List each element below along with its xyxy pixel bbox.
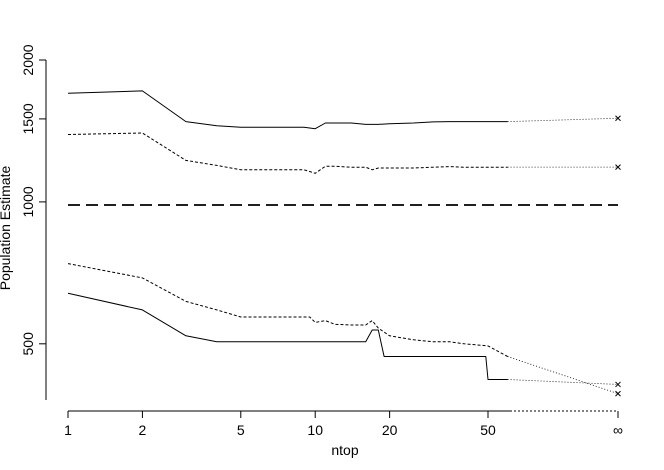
series-infinity-extension-1 [507,117,619,123]
y-tick-label: 1500 [20,103,36,134]
series-line-1 [67,90,508,130]
series-infinity-extension-4 [507,379,619,385]
series-line-3 [67,263,508,357]
series-lines [67,90,621,397]
x-tick-label: 20 [382,422,398,438]
x-tick-label: 50 [480,422,496,438]
y-axis-label: Population Estimate [0,166,13,291]
infinity-point-marker-3 [615,390,621,397]
x-tick-label: 2 [139,422,147,438]
axes: 1 2 5 10 20 50 ∞ 500 1000 1500 2000 [20,44,623,438]
y-tick-label: 1000 [20,186,36,217]
x-tick-label: 5 [237,422,245,438]
y-tick-label: 2000 [20,44,36,75]
infinity-point-marker-2 [615,164,621,171]
infinity-point-marker-4 [615,381,621,388]
series-line-4 [67,292,508,380]
series-infinity-extension-3 [507,356,619,395]
x-tick-label: 1 [64,422,72,438]
x-tick-label: ∞ [613,422,623,438]
series-line-2 [67,132,508,174]
infinity-point-marker-1 [615,115,621,122]
y-tick-label: 500 [20,332,36,356]
x-axis-label: ntop [331,442,358,458]
x-tick-label: 10 [307,422,323,438]
